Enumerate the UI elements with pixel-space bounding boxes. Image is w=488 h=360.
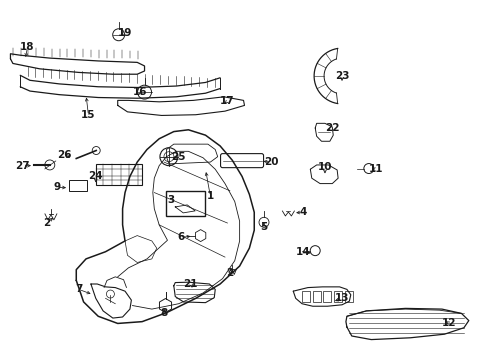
- Text: 19: 19: [118, 28, 132, 38]
- Text: 27: 27: [15, 161, 30, 171]
- Text: 6: 6: [177, 232, 184, 242]
- Text: 17: 17: [220, 96, 234, 106]
- Text: 3: 3: [167, 195, 175, 205]
- Text: 20: 20: [264, 157, 278, 167]
- Text: 12: 12: [441, 319, 456, 328]
- Text: 9: 9: [53, 182, 60, 192]
- Text: 10: 10: [317, 162, 331, 172]
- Text: 2: 2: [226, 268, 233, 278]
- Bar: [312, 291, 320, 302]
- Text: 5: 5: [260, 222, 267, 231]
- Text: 8: 8: [160, 308, 167, 318]
- Bar: [323, 291, 330, 302]
- Text: 26: 26: [57, 150, 71, 160]
- Text: 7: 7: [75, 284, 82, 294]
- Text: 21: 21: [183, 279, 198, 289]
- Text: 18: 18: [20, 42, 35, 52]
- Bar: [302, 291, 309, 302]
- Bar: [344, 291, 352, 302]
- Text: 13: 13: [334, 293, 348, 303]
- Text: 23: 23: [334, 71, 348, 81]
- Text: 16: 16: [132, 87, 146, 97]
- Text: 4: 4: [299, 207, 306, 217]
- Bar: [333, 291, 341, 302]
- Text: 25: 25: [171, 152, 185, 162]
- Bar: [69, 180, 87, 192]
- Text: 1: 1: [206, 191, 214, 201]
- Bar: [96, 164, 142, 185]
- Text: 15: 15: [81, 111, 96, 121]
- Bar: [166, 191, 205, 216]
- Text: 14: 14: [295, 247, 310, 257]
- Text: 22: 22: [325, 123, 339, 133]
- Text: 11: 11: [368, 164, 383, 174]
- Text: 2: 2: [43, 218, 51, 228]
- Text: 24: 24: [88, 171, 103, 181]
